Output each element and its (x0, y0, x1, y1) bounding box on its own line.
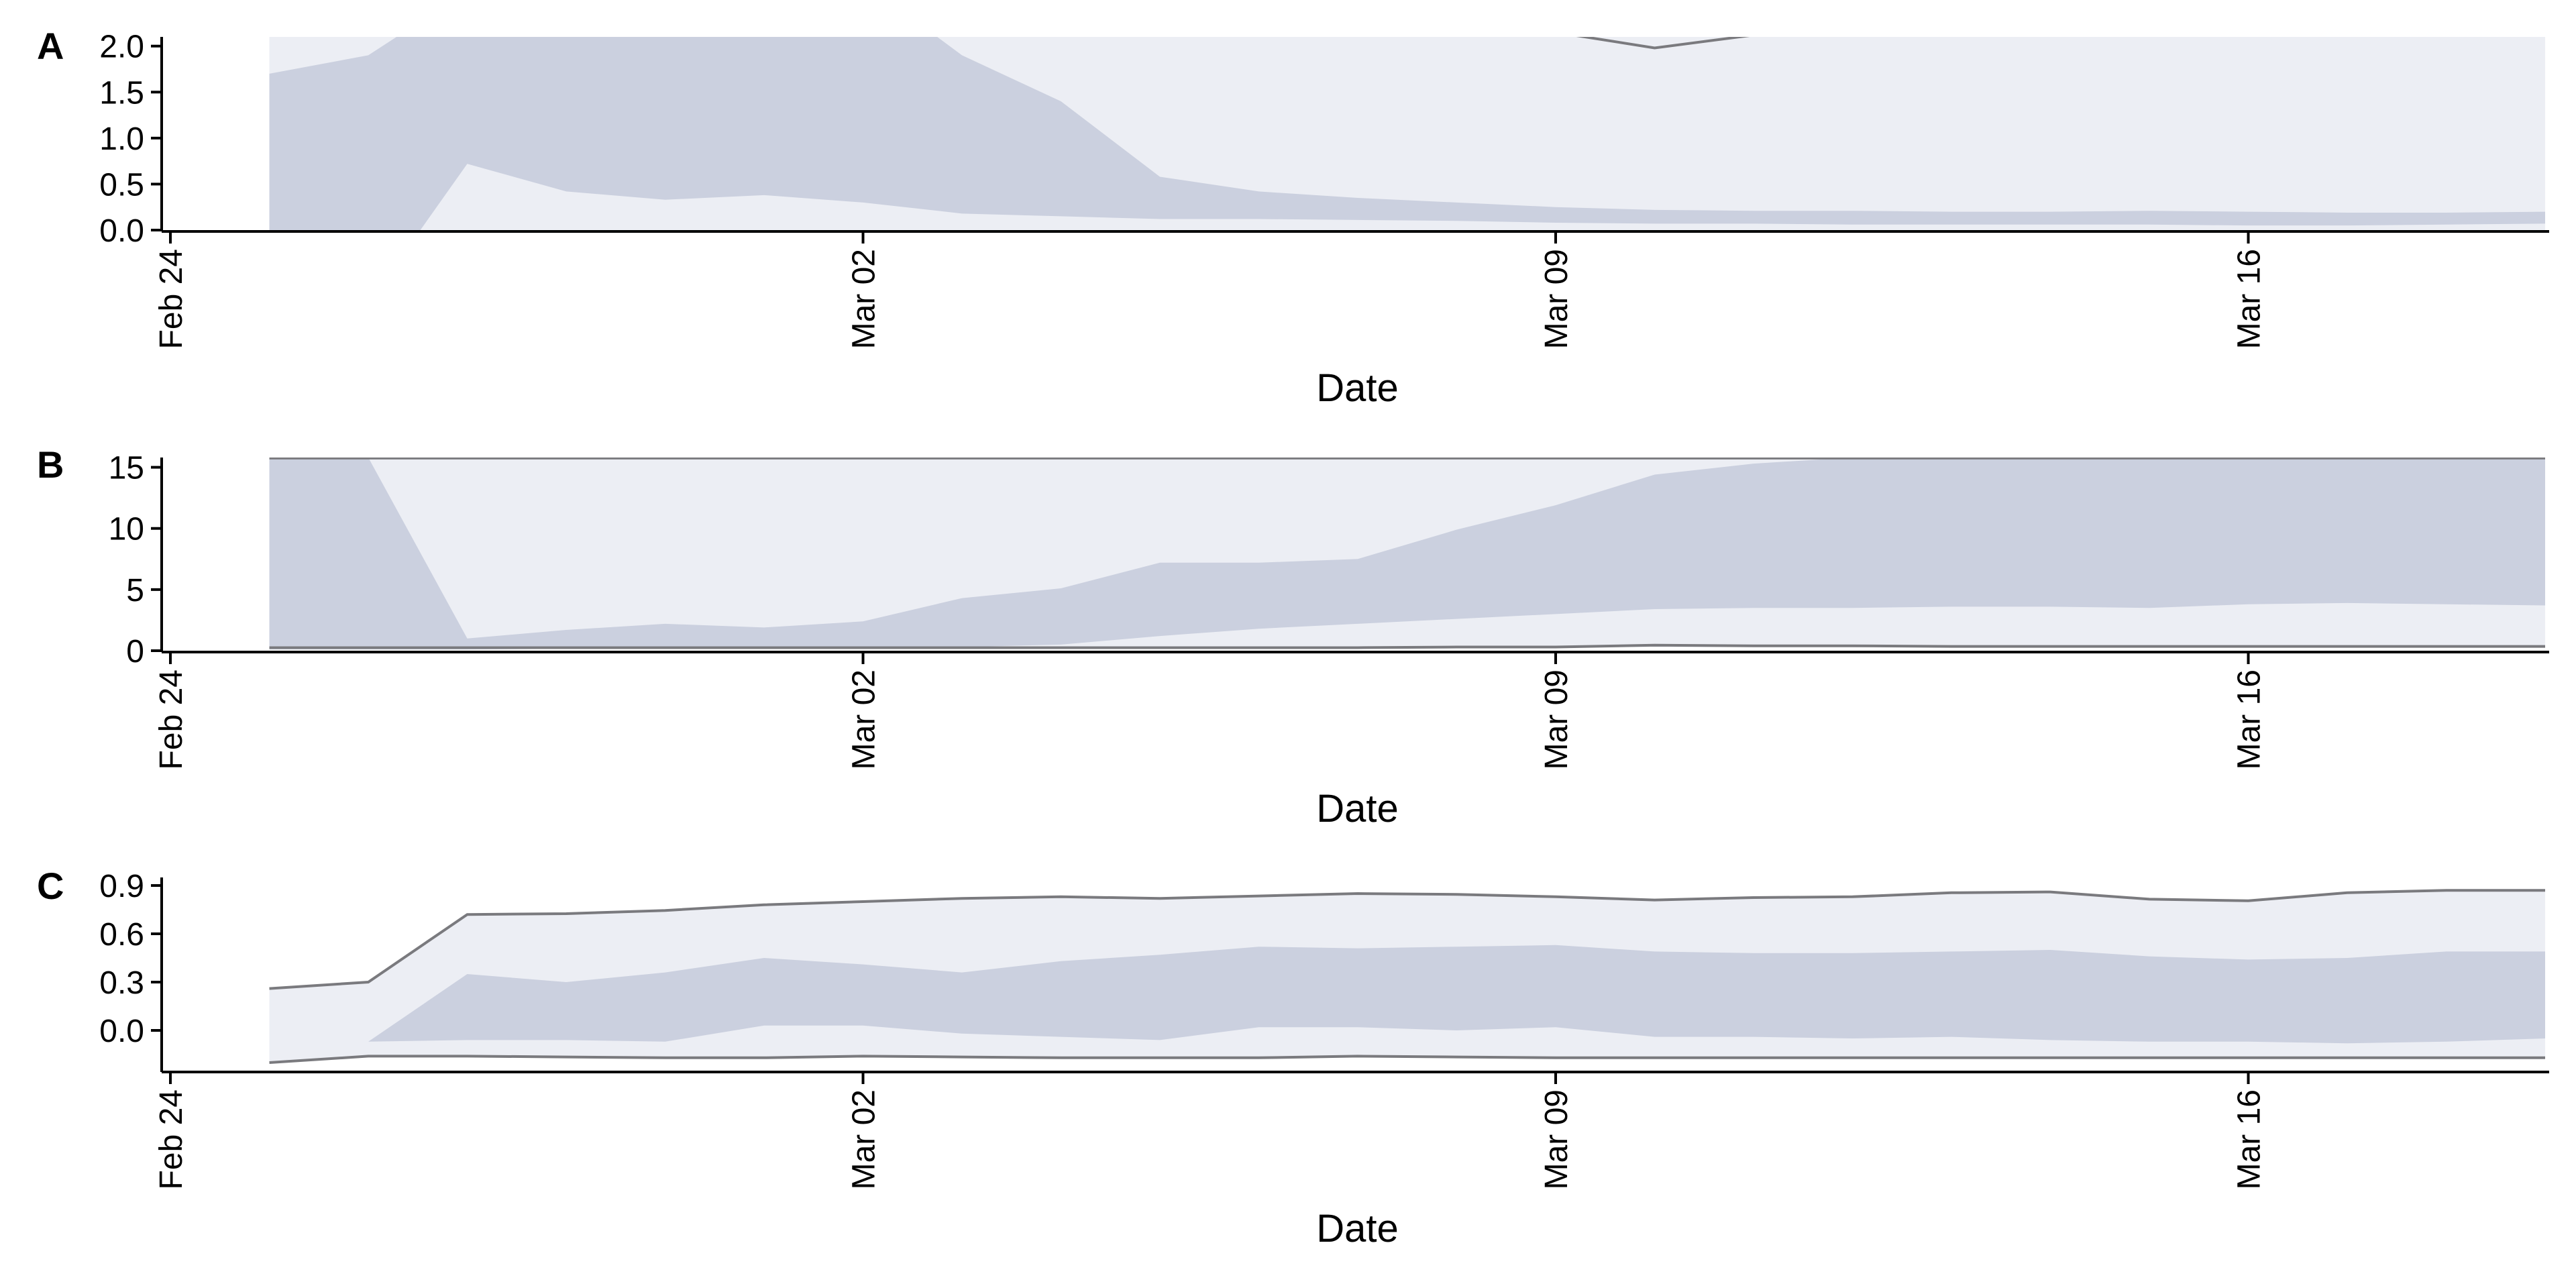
plot-area (269, 37, 2545, 230)
x-axis-title: Date (1316, 1207, 1399, 1250)
y-tick-label: 0.6 (99, 917, 144, 953)
x-tick-label: Mar 09 (1539, 1089, 1574, 1189)
x-tick-label: Mar 02 (847, 249, 882, 349)
upper-line (269, 889, 2545, 990)
y-tick-label: 5 (126, 573, 144, 608)
y-tick-label: 2.0 (99, 30, 144, 65)
inner-band (269, 945, 2545, 1044)
panel-tag: A (37, 25, 64, 67)
x-tick-label: Mar 09 (1539, 249, 1574, 349)
x-tick-label: Mar 16 (2232, 249, 2267, 349)
panel-tag: C (37, 865, 64, 907)
panel-c: 0.0 0.3 0.6 0.9 Feb 24 Mar 02 Mar 09 Mar 16 Date… (37, 865, 2549, 1250)
plot-area (269, 458, 2545, 650)
y-tick-label: 1.0 (99, 121, 144, 157)
inner-band (269, 37, 2545, 230)
lower-line (269, 643, 2545, 649)
x-axis-title: Date (1316, 787, 1399, 830)
x-tick-label: Feb 24 (154, 1089, 189, 1189)
inner-band (269, 458, 2545, 650)
lower-line (269, 1055, 2545, 1064)
panel-b: 0 5 10 15 Feb 24 Mar 02 Mar 09 Mar 16 Date B (37, 443, 2549, 830)
x-tick-label: Mar 09 (1539, 669, 1574, 769)
y-tick-label: 0.3 (99, 965, 144, 1001)
x-tick-label: Mar 16 (2232, 1089, 2267, 1189)
y-tick-label: 15 (109, 451, 144, 486)
x-tick-label: Feb 24 (154, 249, 189, 349)
x-tick-label: Mar 02 (847, 1089, 882, 1189)
x-tick-label: Mar 16 (2232, 669, 2267, 769)
x-tick-label: Mar 02 (847, 669, 882, 769)
y-tick-label: 0.0 (99, 213, 144, 249)
y-tick-label: 0.5 (99, 167, 144, 203)
y-tick-label: 0.9 (99, 869, 144, 904)
x-tick-label: Feb 24 (154, 669, 189, 769)
panel-a: 0.0 0.5 1.0 1.5 2.0 Feb 24 Mar 02 Mar 09 Mar 16 D… (37, 25, 2549, 410)
x-axis-title: Date (1316, 366, 1399, 410)
panel-tag: B (37, 443, 64, 486)
y-tick-label: 0.0 (99, 1014, 144, 1049)
plot-area (269, 889, 2545, 1064)
y-tick-label: 1.5 (99, 75, 144, 111)
y-tick-label: 10 (109, 512, 144, 547)
y-tick-label: 0 (126, 634, 144, 669)
